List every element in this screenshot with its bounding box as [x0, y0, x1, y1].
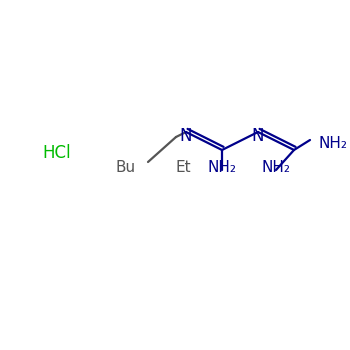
Text: N: N — [252, 127, 264, 145]
Text: NH₂: NH₂ — [261, 160, 290, 175]
Text: N: N — [180, 127, 192, 145]
Text: Et: Et — [175, 161, 191, 175]
Text: Bu: Bu — [116, 161, 136, 175]
Text: HCl: HCl — [42, 144, 71, 162]
Text: NH₂: NH₂ — [318, 135, 347, 150]
Text: NH₂: NH₂ — [208, 160, 237, 175]
